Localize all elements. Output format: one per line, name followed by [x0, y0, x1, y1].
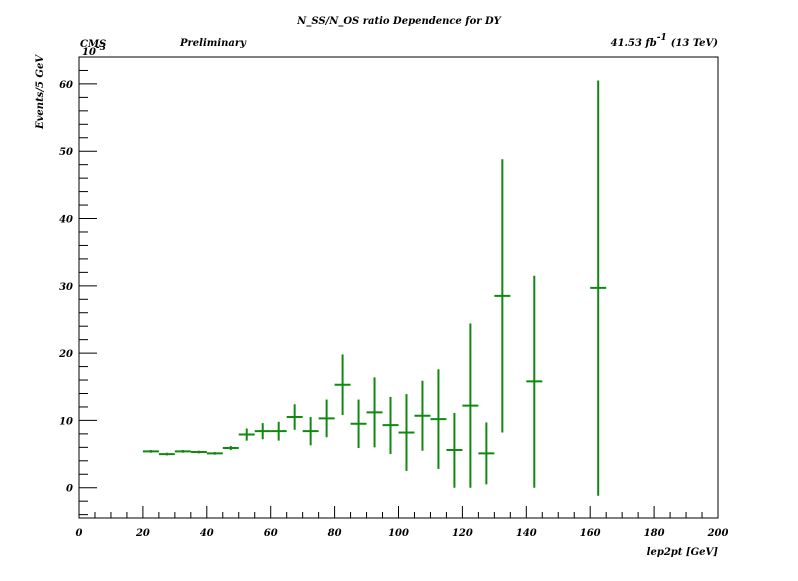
- data-point: [382, 396, 399, 455]
- experiment-label: CMS: [80, 39, 106, 50]
- data-point: [286, 404, 303, 430]
- y-multiplier-exponent: -3: [96, 43, 106, 53]
- data-points: [142, 80, 607, 496]
- x-tick-label: 140: [516, 528, 537, 539]
- data-point: [254, 423, 271, 440]
- x-tick-label: 0: [76, 528, 83, 539]
- y-tick-label: 60: [59, 80, 73, 91]
- data-point: [414, 380, 431, 451]
- data-point: [302, 417, 319, 446]
- y-multiplier: 10-3: [82, 43, 106, 58]
- chart-title: N_SS/N_OS ratio Dependence for DY: [296, 16, 501, 27]
- y-tick-label: 20: [58, 349, 73, 360]
- data-point: [174, 450, 191, 453]
- plot-frame: [78, 56, 719, 519]
- x-tick-label: 200: [707, 528, 729, 539]
- lumi-exponent: -1: [657, 33, 667, 43]
- axes: 0 20 40 60 80 100 120 140 160 180 200 0 10 20 30 40 50 60: [58, 56, 729, 539]
- x-tick-label: 160: [580, 528, 601, 539]
- y-tick-label: 10: [59, 416, 73, 427]
- x-tick-label: 60: [264, 528, 278, 539]
- data-point: [366, 377, 383, 448]
- y-tick-label: 40: [59, 215, 73, 226]
- data-point: [430, 369, 447, 469]
- data-point: [526, 275, 543, 488]
- data-point: [446, 413, 463, 488]
- data-point: [334, 354, 351, 416]
- lumi-label: 41.53 fb-1 (13 TeV): [611, 33, 719, 49]
- data-point: [350, 399, 367, 449]
- x-tick-label: 180: [644, 528, 665, 539]
- data-point: [318, 399, 335, 438]
- y-tick-label: 0: [66, 484, 73, 495]
- data-point: [270, 421, 287, 441]
- lumi-value: 41.53 fb: [611, 38, 657, 49]
- y-axis-label: Events/5 GeV: [35, 54, 46, 130]
- x-tick-label: 120: [452, 528, 473, 539]
- status-label: Preliminary: [179, 38, 247, 49]
- x-tick-label: 100: [388, 528, 409, 539]
- y-tick-label: 50: [59, 147, 73, 158]
- data-point: [494, 159, 511, 433]
- data-point: [590, 80, 607, 496]
- x-tick-label: 20: [135, 528, 150, 539]
- x-tick-label: 40: [200, 528, 214, 539]
- data-point: [142, 450, 159, 453]
- x-axis-label: lep2pt [GeV]: [647, 547, 719, 558]
- y-multiplier-base: 10: [82, 47, 96, 58]
- data-point: [478, 422, 495, 485]
- data-point: [190, 450, 207, 454]
- data-point: [158, 452, 175, 456]
- data-point: [222, 445, 239, 451]
- data-point: [206, 452, 223, 455]
- data-point: [462, 323, 479, 488]
- energy-label: (13 TeV): [671, 38, 719, 49]
- x-tick-label: 80: [328, 528, 342, 539]
- data-point: [238, 428, 255, 441]
- y-tick-label: 30: [59, 282, 73, 293]
- data-point: [398, 394, 415, 471]
